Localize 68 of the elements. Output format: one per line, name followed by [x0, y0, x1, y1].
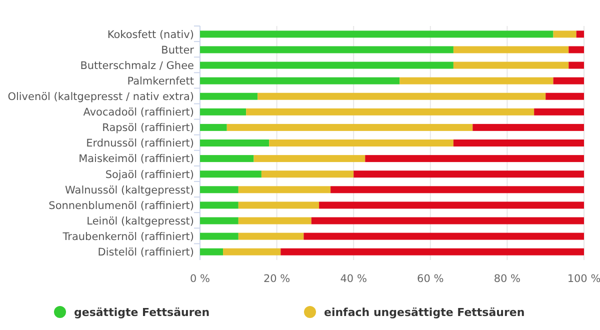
bar — [330, 186, 584, 194]
y-tick-label: Sonnenblumenöl (raffiniert) — [48, 200, 194, 212]
bar — [200, 108, 246, 116]
bar — [200, 232, 238, 240]
y-tick-label: Leinöl (kaltgepresst) — [86, 215, 194, 228]
legend-label: gesättigte Fettsäuren — [74, 306, 210, 319]
bar — [226, 124, 473, 131]
y-tick-label: Maiskeimöl (raffiniert) — [78, 153, 194, 166]
x-tick-label: 0 % — [190, 273, 210, 285]
x-tick-label: 40 % — [340, 273, 367, 285]
y-tick-label: Walnussöl (kaltgepresst) — [65, 184, 194, 196]
bar — [200, 248, 224, 256]
bar — [453, 140, 584, 146]
bar — [246, 108, 534, 116]
bar — [223, 248, 281, 256]
x-tick-label: 100 % — [567, 273, 600, 285]
bar — [200, 186, 238, 194]
bar — [319, 202, 584, 209]
bar — [200, 46, 454, 54]
bar — [354, 170, 584, 178]
bar — [238, 217, 312, 224]
y-tick-label: Olivenöl (kaltgepresst / nativ extra) — [8, 91, 194, 104]
bar — [576, 30, 584, 38]
bar — [534, 108, 584, 116]
y-tick-label: Avocadoöl (raffiniert) — [83, 106, 194, 119]
bar — [200, 92, 258, 100]
bar — [453, 46, 569, 54]
bar — [365, 155, 584, 162]
bar — [258, 92, 546, 100]
bar — [269, 140, 454, 146]
bar — [238, 186, 331, 194]
y-tick-label: Butterschmalz / Ghee — [80, 60, 194, 72]
bar — [304, 232, 584, 240]
bar — [200, 30, 554, 38]
y-tick-label: Erdnussöl (raffiniert) — [86, 138, 194, 150]
bar — [553, 30, 576, 38]
y-tick-label: Distelöl (raffiniert) — [98, 246, 194, 259]
bar — [546, 92, 584, 100]
y-tick-label: Rapsöl (raffiniert) — [102, 122, 194, 134]
bar — [238, 232, 304, 240]
bar — [311, 217, 584, 224]
bar — [453, 62, 569, 69]
bar — [200, 124, 227, 131]
x-tick-label: 80 % — [494, 273, 521, 285]
bar — [200, 140, 270, 146]
bar — [568, 62, 584, 69]
bar — [568, 46, 584, 54]
bar — [200, 202, 238, 209]
y-tick-label: Palmkernfett — [127, 75, 194, 88]
x-tick-label: 20 % — [263, 273, 290, 285]
bar — [553, 77, 584, 84]
bar — [472, 124, 584, 131]
bar — [238, 202, 320, 209]
bar — [400, 77, 554, 84]
bar — [200, 62, 454, 69]
legend-label: einfach ungesättigte Fettsäuren — [324, 306, 525, 319]
x-tick-label: 60 % — [417, 273, 444, 285]
bar — [280, 248, 584, 256]
y-tick-label: Kokosfett (nativ) — [107, 28, 194, 41]
y-tick-label: Traubenkernöl (raffiniert) — [62, 230, 194, 243]
bar — [254, 155, 366, 162]
bar — [200, 217, 238, 224]
y-tick-label: Sojaöl (raffiniert) — [105, 168, 194, 181]
bar — [200, 155, 254, 162]
bar — [200, 170, 262, 178]
bar — [200, 77, 400, 84]
bar — [261, 170, 354, 178]
y-tick-label: Butter — [161, 44, 195, 56]
